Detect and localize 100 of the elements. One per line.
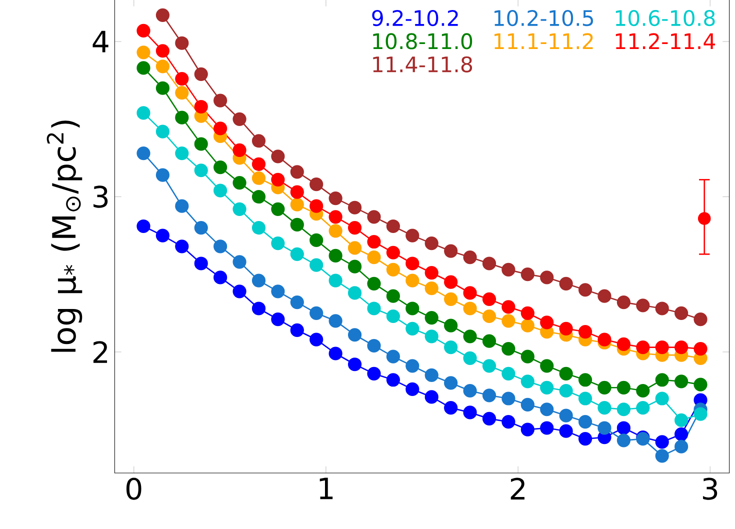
point [578, 283, 592, 297]
point [463, 302, 477, 316]
point [424, 311, 438, 325]
point [271, 150, 285, 164]
point [348, 241, 362, 255]
point [310, 233, 324, 248]
point [406, 256, 420, 270]
point [444, 376, 458, 390]
point [482, 292, 496, 306]
point [463, 330, 477, 344]
point [175, 36, 189, 50]
point [616, 295, 630, 310]
point [252, 134, 266, 148]
point [598, 289, 612, 303]
x-tick-label: 3 [703, 478, 718, 500]
point [540, 359, 554, 373]
point [616, 380, 630, 394]
point [271, 312, 285, 326]
point [175, 199, 189, 213]
point [156, 8, 170, 22]
point [674, 374, 688, 388]
point [156, 168, 170, 182]
point [655, 435, 669, 449]
point [520, 422, 534, 436]
point [136, 219, 150, 234]
point [348, 260, 362, 274]
point [559, 384, 573, 398]
point [214, 240, 228, 254]
point [156, 124, 170, 138]
point [424, 266, 438, 280]
point [252, 220, 266, 235]
point [559, 366, 573, 380]
point [367, 234, 381, 249]
point [578, 414, 592, 429]
point [482, 334, 496, 348]
point [502, 392, 516, 406]
point [194, 164, 208, 178]
point [232, 284, 246, 298]
point [520, 398, 534, 412]
point [444, 340, 458, 354]
point [520, 268, 534, 282]
point [194, 100, 208, 114]
point [310, 178, 324, 192]
point [290, 198, 304, 212]
point [616, 402, 630, 416]
point [156, 228, 170, 242]
point [636, 340, 650, 354]
point [655, 373, 669, 387]
point [271, 284, 285, 298]
point [214, 160, 228, 174]
y-tick-label: 4 [92, 30, 108, 52]
point [310, 258, 324, 272]
point [290, 218, 304, 232]
y-tick-label: 2 [93, 341, 108, 363]
text: 11.4-11.8 [373, 56, 472, 72]
point [348, 358, 362, 372]
point [310, 199, 324, 213]
point [348, 200, 362, 214]
point [655, 392, 669, 406]
point [194, 67, 208, 81]
point [502, 414, 516, 429]
point [348, 286, 362, 300]
point [156, 44, 170, 58]
point [540, 316, 554, 330]
point [232, 255, 246, 269]
point [367, 302, 381, 316]
point [136, 61, 150, 75]
point [406, 382, 420, 396]
point [232, 176, 246, 190]
point [232, 202, 246, 216]
point [156, 81, 170, 95]
point [271, 172, 285, 186]
point [424, 330, 438, 344]
point [444, 292, 458, 306]
point [482, 412, 496, 426]
point [655, 340, 669, 354]
point [482, 388, 496, 402]
point [406, 359, 420, 373]
point [463, 250, 477, 264]
point [232, 112, 246, 126]
point [424, 368, 438, 382]
point [559, 408, 573, 422]
point [520, 318, 534, 332]
point [463, 286, 477, 300]
point [598, 332, 612, 346]
point [175, 110, 189, 124]
point [136, 24, 150, 38]
point [674, 340, 688, 354]
point [386, 350, 400, 364]
point [386, 309, 400, 324]
point [406, 302, 420, 316]
point [386, 289, 400, 303]
point [328, 314, 342, 328]
point [559, 322, 573, 336]
text: 11.2-11.4 [616, 33, 716, 49]
point [482, 309, 496, 324]
point [386, 219, 400, 234]
point [482, 359, 496, 373]
point [252, 157, 266, 171]
point [540, 270, 554, 284]
